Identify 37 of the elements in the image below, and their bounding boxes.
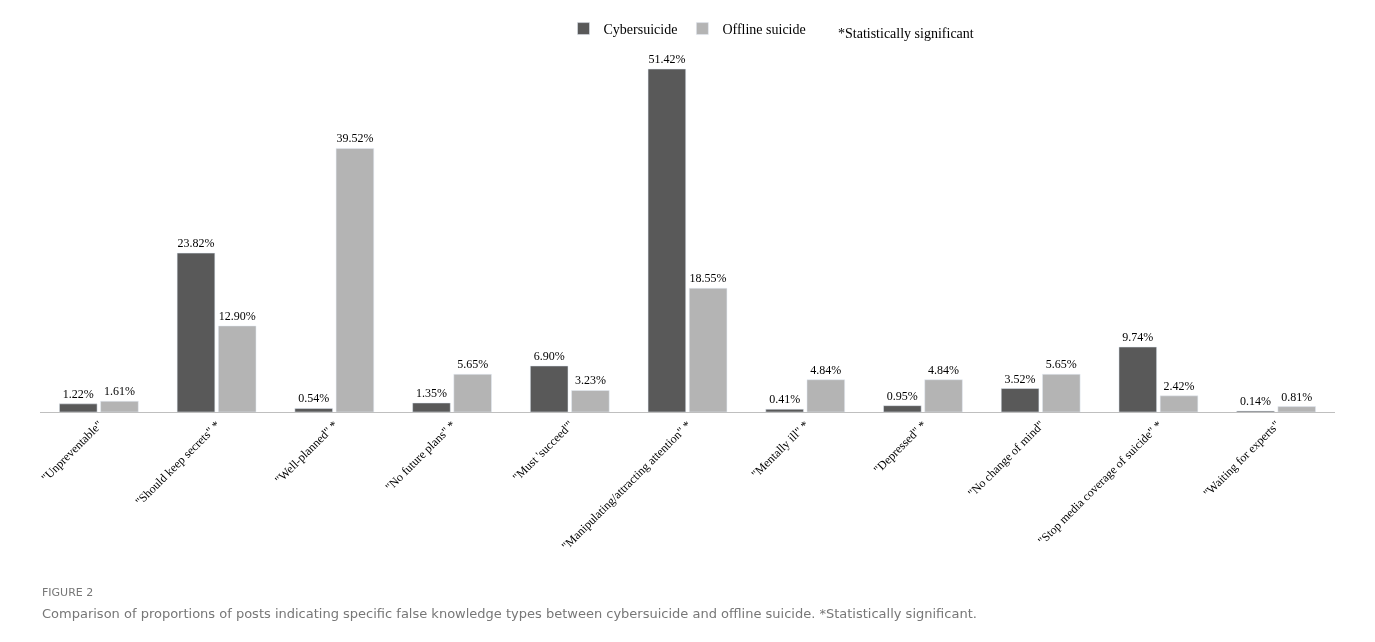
caption: FIGURE 2: [42, 586, 94, 599]
text: Comparison of proportions of posts indicating specific false knowledge types between cybersuicide and offline suicide. *Statistically significant.: [42, 606, 977, 621]
data-label: 39.52%: [336, 131, 374, 146]
bar: [176, 252, 216, 412]
data-label: 0.41%: [769, 392, 801, 407]
data-label: 0.54%: [298, 391, 330, 406]
data-label: 3.23%: [574, 373, 606, 388]
bar: [1118, 346, 1157, 412]
bar: [59, 403, 98, 412]
data-label: 1.22%: [62, 386, 94, 401]
bar: [530, 365, 569, 412]
data-label: 5.65%: [1045, 357, 1077, 372]
data-label: 4.84%: [928, 362, 960, 377]
data-label: 1.35%: [415, 385, 447, 400]
data-label: 6.90%: [533, 348, 565, 363]
data-label: 12.90%: [218, 308, 256, 323]
data-label: 51.42%: [648, 52, 686, 67]
data-label: 0.81%: [1281, 389, 1313, 404]
legend-label: Offline suicide: [722, 22, 806, 38]
data-label: 0.14%: [1240, 394, 1272, 409]
data-label: 0.95%: [886, 388, 918, 403]
legend-label: Cybersuicide: [603, 22, 678, 38]
data-label: 9.74%: [1122, 330, 1154, 345]
data-label: 23.82%: [177, 236, 215, 251]
data-label: 2.42%: [1163, 378, 1195, 393]
data-label: 5.65%: [457, 357, 489, 372]
data-label: 3.52%: [1004, 371, 1036, 386]
data-label: 4.84%: [810, 362, 842, 377]
bar: [1000, 388, 1040, 412]
bar: [883, 405, 922, 412]
data-label: 18.55%: [689, 271, 727, 286]
text: *Statistically significant: [838, 26, 974, 41]
bar: [412, 402, 451, 412]
bar: [294, 408, 333, 412]
bar: [647, 68, 686, 412]
bar: [765, 409, 804, 412]
data-label: 1.61%: [103, 384, 135, 399]
